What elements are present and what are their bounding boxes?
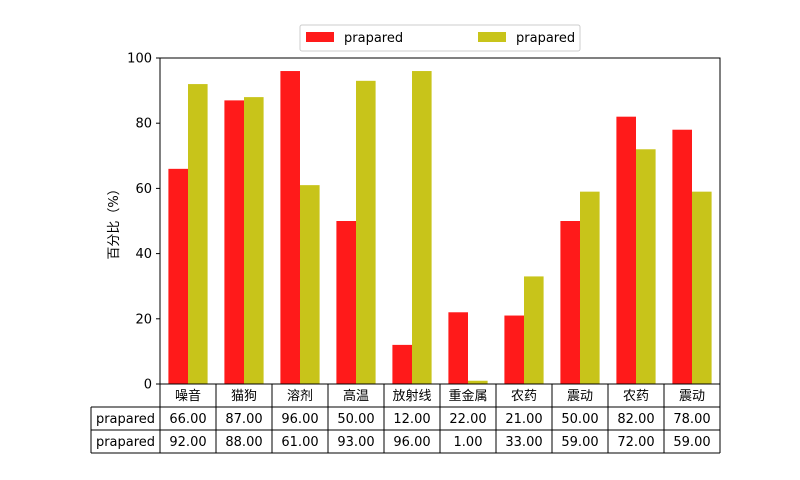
bar-series1-1 — [224, 100, 244, 384]
bar-series2-6 — [524, 276, 544, 384]
data-table: 噪音 猫狗 溶剂 高温 放射线 重金属 农药 震动 农药 震动 prapared 66.00 87.00… — [90, 383, 721, 454]
table-cell-s1-2: 96.00 — [281, 412, 318, 427]
table-cell-s1-6: 21.00 — [505, 412, 542, 427]
bar-series1-5 — [448, 312, 468, 384]
table-row-label-2: prapared — [96, 435, 155, 450]
table-cell-s2-5: 1.00 — [454, 435, 483, 450]
bar-series1-7 — [560, 221, 580, 384]
table-category-9: 震动 — [679, 389, 705, 404]
y-axis-label: 百分比（%） — [107, 182, 122, 259]
y-tick-label-5: 100 — [127, 52, 152, 67]
table-cell-s2-2: 61.00 — [281, 435, 318, 450]
table-cell-s2-6: 33.00 — [505, 435, 542, 450]
table-category-4: 放射线 — [392, 388, 431, 404]
table-category-0: 噪音 — [175, 388, 201, 404]
bar-series1-2 — [280, 71, 300, 384]
bar-series1-0 — [168, 168, 188, 384]
table-cell-s2-9: 59.00 — [673, 435, 710, 450]
table-cell-s2-3: 93.00 — [337, 435, 374, 450]
bar-series1-6 — [504, 315, 524, 384]
table-category-3: 高温 — [343, 388, 369, 404]
bar-series1-8 — [616, 116, 636, 385]
table-cell-s2-0: 92.00 — [169, 435, 206, 450]
table-category-1: 猫狗 — [231, 389, 257, 404]
bar-series2-4 — [412, 71, 432, 384]
table-cell-s1-7: 50.00 — [561, 412, 598, 427]
legend-box — [299, 24, 581, 52]
bar-series2-2 — [300, 185, 320, 384]
bar-series2-1 — [244, 97, 264, 385]
y-tick-label-1: 20 — [135, 312, 152, 327]
bar-series2-3 — [356, 80, 376, 384]
table-cell-s1-4: 12.00 — [393, 412, 430, 427]
table-category-2: 溶剂 — [287, 389, 313, 404]
bar-series2-7 — [580, 191, 600, 384]
y-tick-label-3: 60 — [135, 182, 152, 197]
bar-series1-3 — [336, 221, 356, 384]
table-category-5: 重金属 — [448, 388, 487, 404]
y-tick-label-0: 0 — [144, 378, 152, 393]
table-category-7: 震动 — [567, 389, 593, 404]
table-category-6: 农药 — [511, 389, 537, 404]
legend: prapared prapared — [299, 24, 581, 52]
bar-series2-9 — [692, 191, 712, 384]
legend-label-1: prapared — [344, 31, 403, 46]
y-tick-label-2: 40 — [135, 247, 152, 262]
bar-series2-8 — [636, 149, 656, 384]
table-cell-s2-8: 72.00 — [617, 435, 654, 450]
legend-swatch-2 — [478, 32, 506, 42]
table-cell-s1-5: 22.00 — [449, 412, 486, 427]
table-cell-s2-7: 59.00 — [561, 435, 598, 450]
legend-swatch-1 — [306, 32, 334, 42]
table-cell-s1-8: 82.00 — [617, 412, 654, 427]
table-cell-s1-9: 78.00 — [673, 412, 710, 427]
table-cell-s1-0: 66.00 — [169, 412, 206, 427]
table-category-8: 农药 — [623, 389, 649, 404]
table-cell-s1-1: 87.00 — [225, 412, 262, 427]
bar-series2-5 — [468, 380, 488, 384]
table-cell-s1-3: 50.00 — [337, 412, 374, 427]
y-tick-label-4: 80 — [135, 117, 152, 132]
bar-series1-4 — [392, 344, 412, 384]
bar-series1-9 — [672, 129, 692, 384]
table-row-label-1: prapared — [96, 412, 155, 427]
bar-series2-0 — [188, 84, 208, 384]
bars — [168, 71, 712, 385]
table-cell-s2-4: 96.00 — [393, 435, 430, 450]
legend-label-2: prapared — [516, 31, 575, 46]
table-cell-s2-1: 88.00 — [225, 435, 262, 450]
